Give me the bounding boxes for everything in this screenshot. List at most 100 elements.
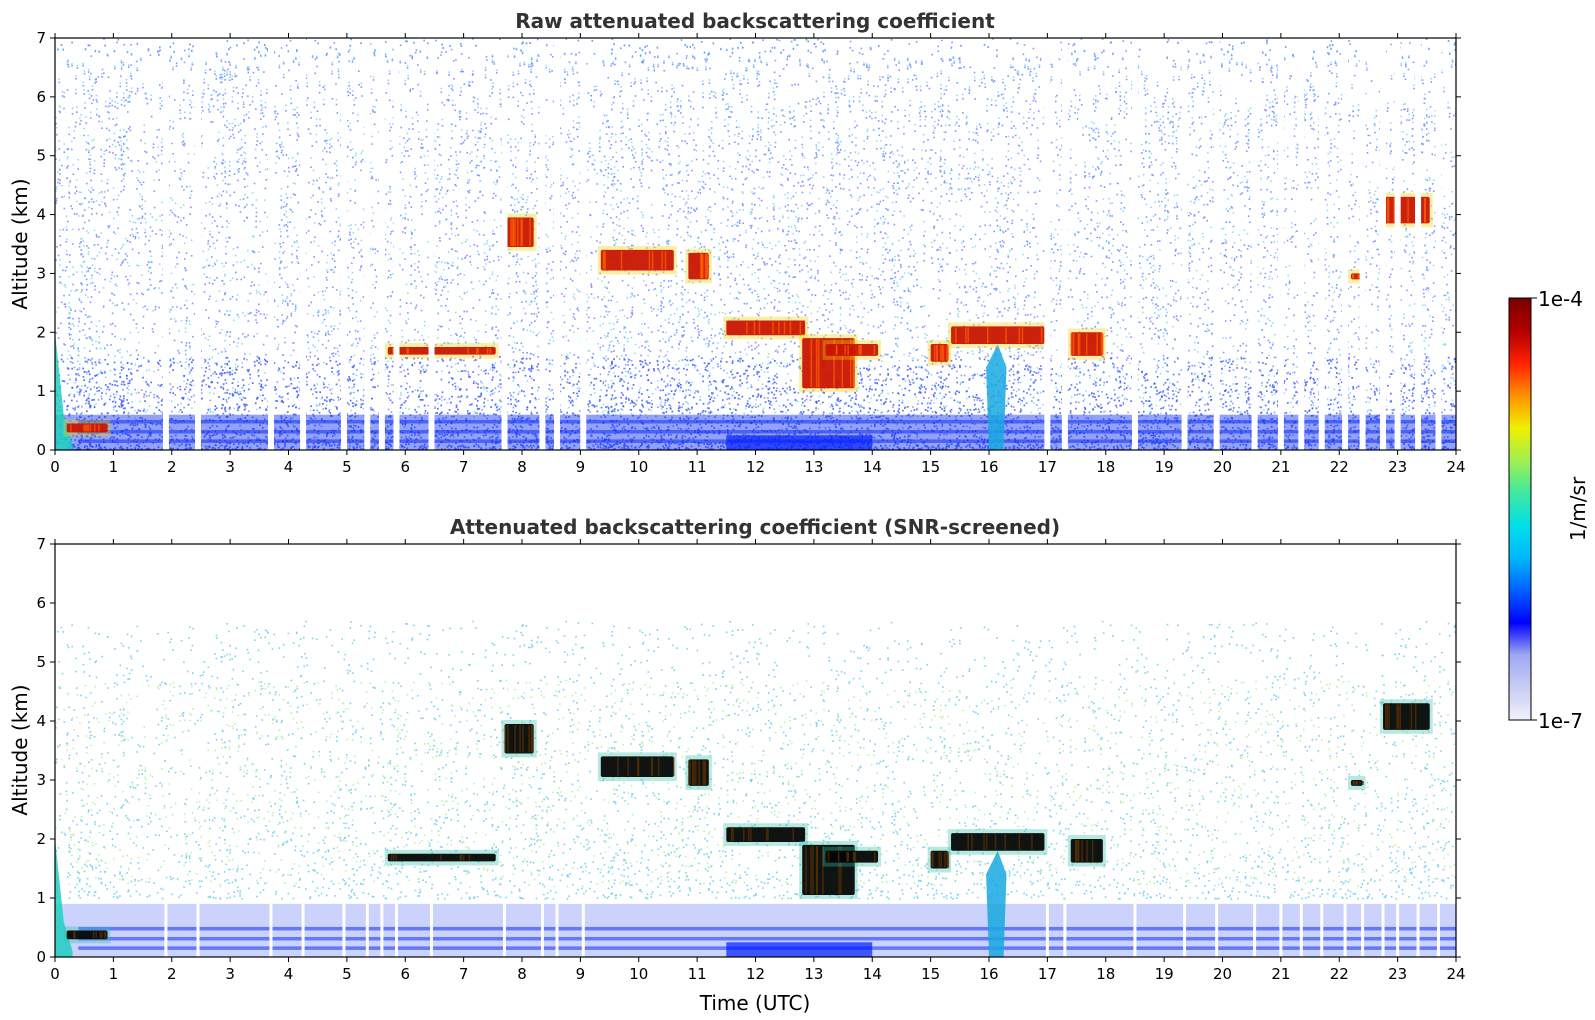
panel-screened-ylabel: Altitude (km): [8, 684, 32, 815]
panel-raw-title: Raw attenuated backscattering coefficien…: [515, 9, 995, 33]
cloud-layer: [1380, 193, 1433, 227]
y-tick-label: 0: [36, 441, 46, 459]
cloud-layer: [598, 752, 677, 781]
x-tick-label: 23: [1388, 458, 1407, 476]
cloud-layer: [1068, 328, 1106, 360]
y-tick-label: 0: [36, 948, 46, 966]
x-tick-label: 15: [921, 965, 940, 983]
x-tick-label: 16: [979, 458, 998, 476]
x-tick-label: 0: [50, 965, 60, 983]
data-gap: [1361, 904, 1364, 957]
x-tick-label: 15: [921, 458, 940, 476]
panel-raw: Raw attenuated backscattering coefficien…: [8, 9, 1466, 476]
data-gap: [1132, 38, 1138, 450]
data-gap: [1183, 904, 1186, 957]
y-tick-label: 4: [36, 712, 46, 730]
data-gap: [341, 38, 347, 450]
data-gap: [1253, 904, 1256, 957]
x-tick-label: 3: [225, 458, 235, 476]
data-gap: [1417, 904, 1420, 957]
data-gap: [1382, 904, 1385, 957]
x-tick-label: 17: [1038, 965, 1057, 983]
cloud-layer: [385, 850, 499, 866]
convective-plume: [986, 344, 1006, 450]
x-tick-label: 24: [1446, 965, 1465, 983]
x-tick-label: 4: [284, 458, 294, 476]
data-gap: [197, 904, 200, 957]
data-gap: [395, 904, 398, 957]
noise-speckle-primary: [55, 621, 1457, 900]
boundary-layer-strong: [726, 435, 872, 450]
data-gap: [1182, 38, 1188, 450]
cloud-layer: [1068, 835, 1106, 867]
panel-screened-heatmap: [55, 621, 1457, 957]
data-gap: [163, 38, 169, 450]
data-gap: [541, 904, 544, 957]
y-tick-label: 1: [36, 382, 46, 400]
data-gap: [1415, 38, 1421, 450]
y-tick-label: 7: [36, 535, 46, 553]
y-tick-label: 4: [36, 206, 46, 224]
data-gap: [430, 904, 433, 957]
boundary-layer-stripe: [78, 937, 1456, 941]
data-gap: [1360, 38, 1366, 450]
x-tick-label: 10: [629, 458, 648, 476]
x-tick-label: 14: [863, 458, 882, 476]
x-tick-label: 9: [576, 965, 586, 983]
x-tick-label: 18: [1096, 458, 1115, 476]
x-tick-label: 20: [1213, 458, 1232, 476]
x-tick-label: 0: [50, 458, 60, 476]
x-tick-label: 10: [629, 965, 648, 983]
y-tick-label: 2: [36, 830, 46, 848]
x-tick-label: 5: [342, 458, 352, 476]
cloud-layer: [823, 847, 882, 867]
x-tick-label: 4: [284, 965, 294, 983]
panel-screened-xlabel: Time (UTC): [699, 991, 811, 1015]
data-gap: [1062, 38, 1068, 450]
x-tick-label: 7: [459, 458, 469, 476]
panel-raw-heatmap: [55, 38, 1457, 452]
data-gap: [556, 904, 559, 957]
x-tick-label: 14: [863, 965, 882, 983]
y-tick-label: 1: [36, 889, 46, 907]
data-gap: [1344, 904, 1347, 957]
cloud-layer: [385, 343, 499, 359]
x-tick-label: 6: [400, 965, 410, 983]
y-tick-label: 5: [36, 653, 46, 671]
x-tick-label: 7: [459, 965, 469, 983]
x-tick-label: 22: [1330, 965, 1349, 983]
y-tick-label: 6: [36, 594, 46, 612]
data-gap: [1215, 904, 1218, 957]
data-gap: [539, 38, 545, 450]
data-gap: [302, 904, 305, 957]
data-gap: [268, 38, 274, 450]
data-gap: [1278, 38, 1284, 450]
cloud-layer: [823, 340, 882, 360]
y-tick-label: 3: [36, 264, 46, 282]
x-tick-label: 23: [1388, 965, 1407, 983]
data-gap: [429, 38, 435, 450]
data-gap: [1320, 904, 1323, 957]
x-tick-label: 18: [1096, 965, 1115, 983]
x-tick-label: 22: [1330, 458, 1349, 476]
y-tick-label: 3: [36, 771, 46, 789]
data-gap: [1395, 38, 1401, 450]
cloud-layer: [723, 317, 808, 340]
data-gap: [1380, 38, 1386, 450]
x-tick-label: 21: [1271, 965, 1290, 983]
data-gap: [554, 38, 560, 450]
colorbar-min-label: 1e-7: [1538, 709, 1583, 733]
convective-plume: [986, 851, 1006, 957]
data-gap: [1214, 38, 1220, 450]
data-gap: [269, 904, 272, 957]
cloud-layer: [685, 249, 711, 283]
x-tick-label: 13: [804, 965, 823, 983]
data-gap: [501, 38, 507, 450]
cloud-layer: [928, 340, 952, 366]
data-gap: [1063, 904, 1066, 957]
data-gap: [1279, 904, 1282, 957]
x-tick-label: 20: [1213, 965, 1232, 983]
x-tick-label: 8: [517, 965, 527, 983]
data-gap: [1437, 904, 1440, 957]
